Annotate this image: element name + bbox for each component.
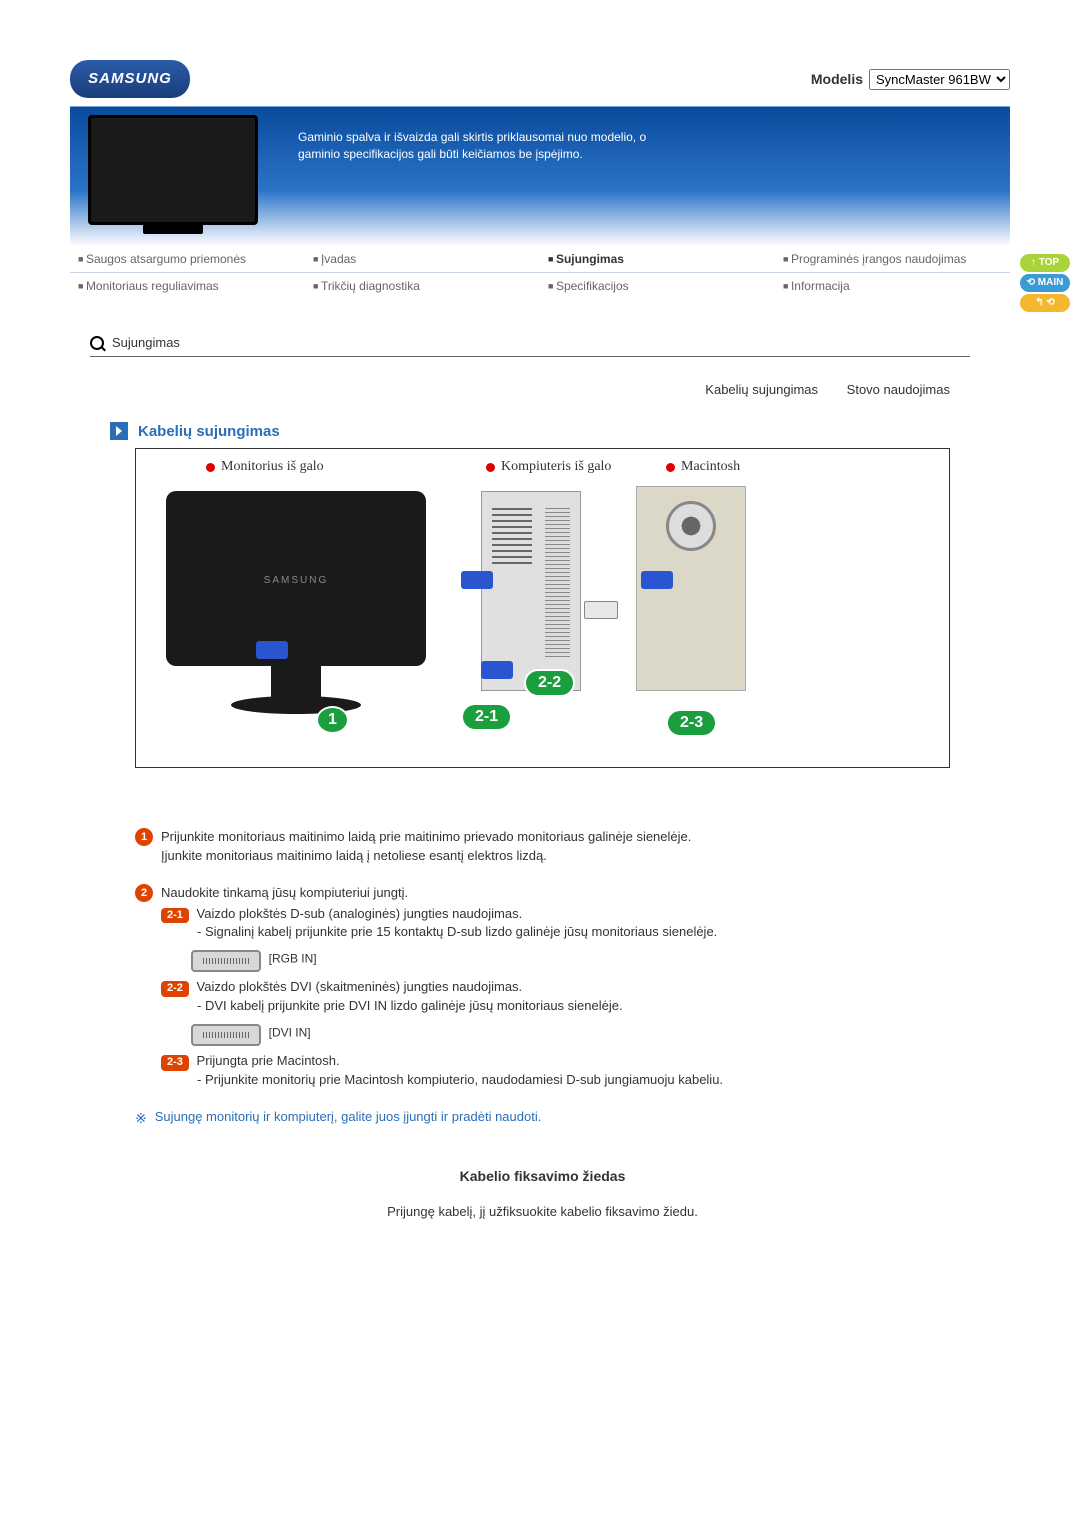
nav-software[interactable]: Programinės įrangos naudojimas [775, 246, 1010, 272]
sub-tab-stand[interactable]: Stovo naudojimas [847, 382, 950, 397]
badge-2-1: 2-1 [461, 703, 512, 731]
section-title: Kabelių sujungimas [138, 423, 280, 440]
vga-connector-icon [256, 641, 288, 659]
rgb-connector-icon [191, 950, 261, 972]
sub-2-3-line1: Prijungta prie Macintosh. [197, 1053, 340, 1068]
main-button[interactable]: ⟲ MAIN [1020, 274, 1070, 292]
sub-badge-2-2: 2-2 [161, 981, 189, 997]
step-number-icon: 1 [135, 828, 153, 846]
hero-text: Gaminio spalva ir išvaizda gali skirtis … [258, 107, 658, 164]
step-2-intro: Naudokite tinkamą jūsų kompiuteriui jung… [161, 884, 950, 903]
brand-logo: SAMSUNG [70, 60, 190, 98]
vga-connector-icon [461, 571, 493, 589]
side-nav-buttons: ↑ TOP ⟲ MAIN ↰ ⟲ [1020, 254, 1070, 312]
hero-monitor-image [88, 115, 258, 225]
diagram-label-pc: Kompiuteris iš galo [486, 459, 666, 475]
nav-info[interactable]: Informacija [775, 273, 1010, 299]
step-2: 2 Naudokite tinkamą jūsų kompiuteriui ju… [135, 884, 950, 1090]
badge-2-3: 2-3 [666, 709, 717, 737]
sub-tab-cables[interactable]: Kabelių sujungimas [705, 382, 818, 397]
note-text: Sujungę monitorių ir kompiuterį, galite … [155, 1108, 542, 1128]
back-button[interactable]: ↰ ⟲ [1020, 294, 1070, 312]
rgb-label: [RGB IN] [269, 952, 317, 966]
dvi-connector-icon [191, 1024, 261, 1046]
badge-2-2: 2-2 [524, 669, 575, 697]
vga-connector-icon [641, 571, 673, 589]
model-selector: Modelis SyncMaster 961BW [811, 69, 1010, 90]
search-icon [90, 336, 104, 350]
nav-specs[interactable]: Specifikacijos [540, 273, 775, 299]
cable-ring-text: Prijungę kabelį, jį užfiksuokite kabelio… [135, 1204, 950, 1219]
note-symbol-icon: ※ [135, 1108, 147, 1128]
model-dropdown[interactable]: SyncMaster 961BW [869, 69, 1010, 90]
cable-ring-section: Kabelio fiksavimo žiedas Prijungę kabelį… [135, 1168, 950, 1219]
sub-badge-2-1: 2-1 [161, 908, 189, 924]
nav-adjust[interactable]: Monitoriaus reguliavimas [70, 273, 305, 299]
dvi-connector-icon [584, 601, 618, 619]
sub-tabs: Kabelių sujungimas Stovo naudojimas [70, 357, 1010, 422]
step-1-text-a: Prijunkite monitoriaus maitinimo laidą p… [161, 828, 950, 847]
sub-2-1-line2: - Signalinį kabelį prijunkite prie 15 ko… [161, 923, 950, 942]
dot-icon [486, 463, 495, 472]
step-number-icon: 2 [135, 884, 153, 902]
nav-safety[interactable]: Saugos atsargumo priemonės [70, 246, 305, 272]
nav-troubleshoot[interactable]: Trikčių diagnostika [305, 273, 540, 299]
note-row: ※ Sujungę monitorių ir kompiuterį, galit… [135, 1108, 950, 1128]
cable-ring-title: Kabelio fiksavimo žiedas [135, 1168, 950, 1184]
dot-icon [666, 463, 675, 472]
top-button[interactable]: ↑ TOP [1020, 254, 1070, 272]
sub-badge-2-3: 2-3 [161, 1055, 189, 1071]
sub-2-1-line1: Vaizdo plokštės D-sub (analoginės) jungt… [197, 906, 523, 921]
dvi-label: [DVI IN] [269, 1026, 311, 1040]
section-title-row: Kabelių sujungimas [110, 422, 1010, 440]
model-label: Modelis [811, 71, 863, 87]
vga-connector-icon [481, 661, 513, 679]
sub-2-2-line1: Vaizdo plokštės DVI (skaitmeninės) jungt… [197, 979, 523, 994]
monitor-back-image [166, 491, 426, 666]
breadcrumb: Sujungimas [90, 329, 970, 357]
dot-icon [206, 463, 215, 472]
sub-2-3-line2: - Prijunkite monitorių prie Macintosh ko… [161, 1071, 950, 1090]
nav-connecting[interactable]: Sujungimas [540, 246, 775, 272]
step-1: 1 Prijunkite monitoriaus maitinimo laidą… [135, 828, 950, 866]
diagram-label-monitor: Monitorius iš galo [206, 459, 486, 475]
arrow-icon [110, 422, 128, 440]
hero-banner: Gaminio spalva ir išvaizda gali skirtis … [70, 106, 1010, 246]
step-1-text-b: Įjunkite monitoriaus maitinimo laidą į n… [161, 847, 950, 866]
connection-diagram: Monitorius iš galo Kompiuteris iš galo M… [135, 448, 950, 768]
sub-2-2-line2: - DVI kabelį prijunkite prie DVI IN lizd… [161, 997, 950, 1016]
steps-list: 1 Prijunkite monitoriaus maitinimo laidą… [135, 828, 950, 1128]
nav-menu: Saugos atsargumo priemonės Įvadas Sujung… [70, 246, 1010, 299]
badge-1: 1 [316, 706, 349, 734]
breadcrumb-label: Sujungimas [112, 335, 180, 350]
nav-intro[interactable]: Įvadas [305, 246, 540, 272]
diagram-label-mac: Macintosh [666, 459, 740, 475]
